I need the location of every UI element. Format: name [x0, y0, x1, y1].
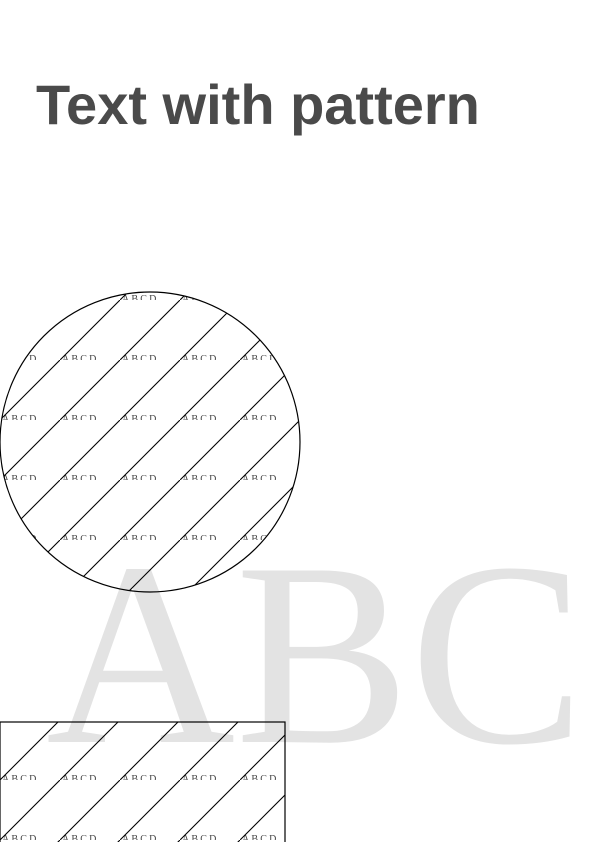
patterned-circle	[0, 291, 301, 593]
patterned-rectangle	[0, 721, 286, 842]
page-title: Text with pattern	[36, 73, 480, 136]
